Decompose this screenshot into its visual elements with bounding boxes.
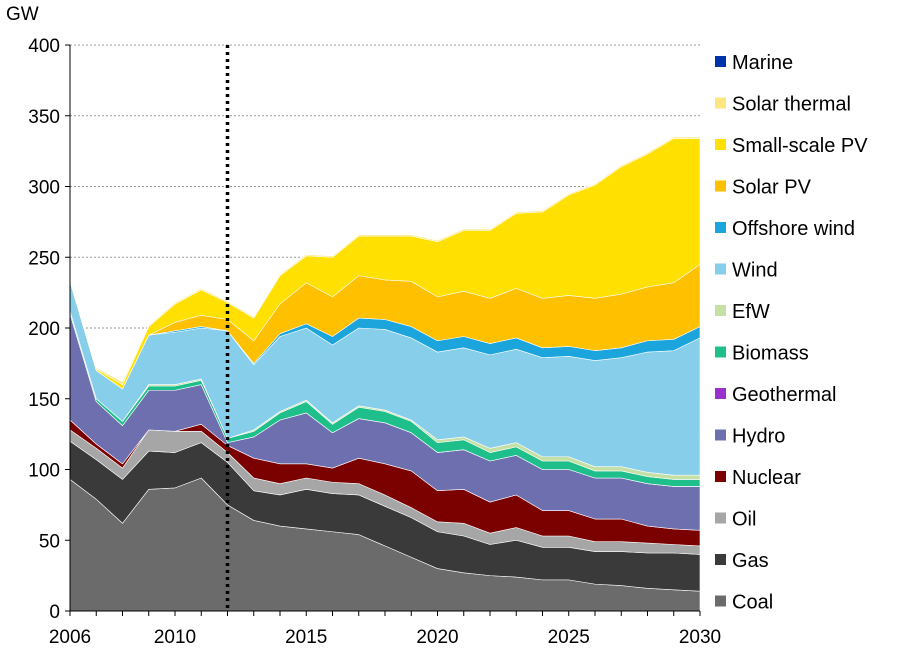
area-marine bbox=[69, 136, 701, 383]
legend-label-hydro: Hydro bbox=[732, 426, 785, 448]
legend-label-small-scale-pv: Small-scale PV bbox=[732, 135, 868, 157]
legend-swatch-marine bbox=[715, 56, 726, 67]
x-tick-label-2025: 2025 bbox=[548, 627, 590, 648]
y-tick-label-0: 0 bbox=[49, 602, 60, 623]
legend-swatch-offshore-wind bbox=[715, 222, 726, 233]
y-tick-label-50: 50 bbox=[39, 531, 60, 552]
legend-swatch-hydro bbox=[715, 429, 726, 441]
legend-swatch-solar-thermal bbox=[715, 97, 726, 109]
legend: Marine Solar thermal Small-scale PV Solar P… bbox=[715, 52, 868, 614]
y-tick-label-200: 200 bbox=[28, 319, 60, 340]
area-series bbox=[69, 136, 701, 612]
legend-label-solar-pv: Solar PV bbox=[732, 177, 812, 199]
x-tick-label-2030: 2030 bbox=[679, 627, 721, 648]
x-tick-label-2010: 2010 bbox=[154, 627, 196, 648]
legend-label-marine: Marine bbox=[732, 52, 793, 74]
y-tick-labels: 0 50 100 150 200 250 300 350 400 bbox=[28, 36, 60, 623]
legend-label-efw: EfW bbox=[732, 301, 770, 323]
legend-label-gas: Gas bbox=[732, 550, 769, 572]
legend-swatch-oil bbox=[715, 512, 726, 524]
legend-label-offshore-wind: Offshore wind bbox=[732, 218, 855, 240]
legend-swatch-nuclear bbox=[715, 471, 726, 482]
x-tick-label-2020: 2020 bbox=[416, 627, 458, 648]
legend-label-oil: Oil bbox=[732, 509, 756, 531]
y-tick-label-100: 100 bbox=[28, 461, 60, 482]
legend-label-geothermal: Geothermal bbox=[732, 384, 837, 406]
y-tick-label-350: 350 bbox=[28, 107, 60, 128]
y-tick-label-250: 250 bbox=[28, 248, 60, 269]
x-tick-labels: 2006 2010 2015 2020 2025 2030 bbox=[49, 627, 721, 648]
legend-label-wind: Wind bbox=[732, 260, 778, 282]
legend-label-nuclear: Nuclear bbox=[732, 467, 801, 489]
y-axis-label: GW bbox=[6, 4, 39, 25]
x-tick-label-2015: 2015 bbox=[285, 627, 327, 648]
y-tick-label-300: 300 bbox=[28, 178, 60, 199]
legend-swatch-geothermal bbox=[715, 388, 726, 399]
axes bbox=[65, 44, 701, 616]
legend-swatch-efw bbox=[715, 305, 726, 316]
legend-swatch-wind bbox=[715, 263, 726, 275]
legend-label-coal: Coal bbox=[732, 592, 773, 614]
y-tick-label-150: 150 bbox=[28, 390, 60, 411]
x-tick-label-2006: 2006 bbox=[49, 627, 91, 648]
legend-label-biomass: Biomass bbox=[732, 343, 809, 365]
legend-swatch-biomass bbox=[715, 346, 726, 358]
legend-swatch-small-scale-pv bbox=[715, 139, 726, 150]
y-tick-label-400: 400 bbox=[28, 36, 60, 57]
legend-label-solar-thermal: Solar thermal bbox=[732, 94, 851, 116]
legend-swatch-solar-pv bbox=[715, 180, 726, 192]
legend-swatch-coal bbox=[715, 595, 726, 607]
legend-swatch-gas bbox=[715, 554, 726, 565]
